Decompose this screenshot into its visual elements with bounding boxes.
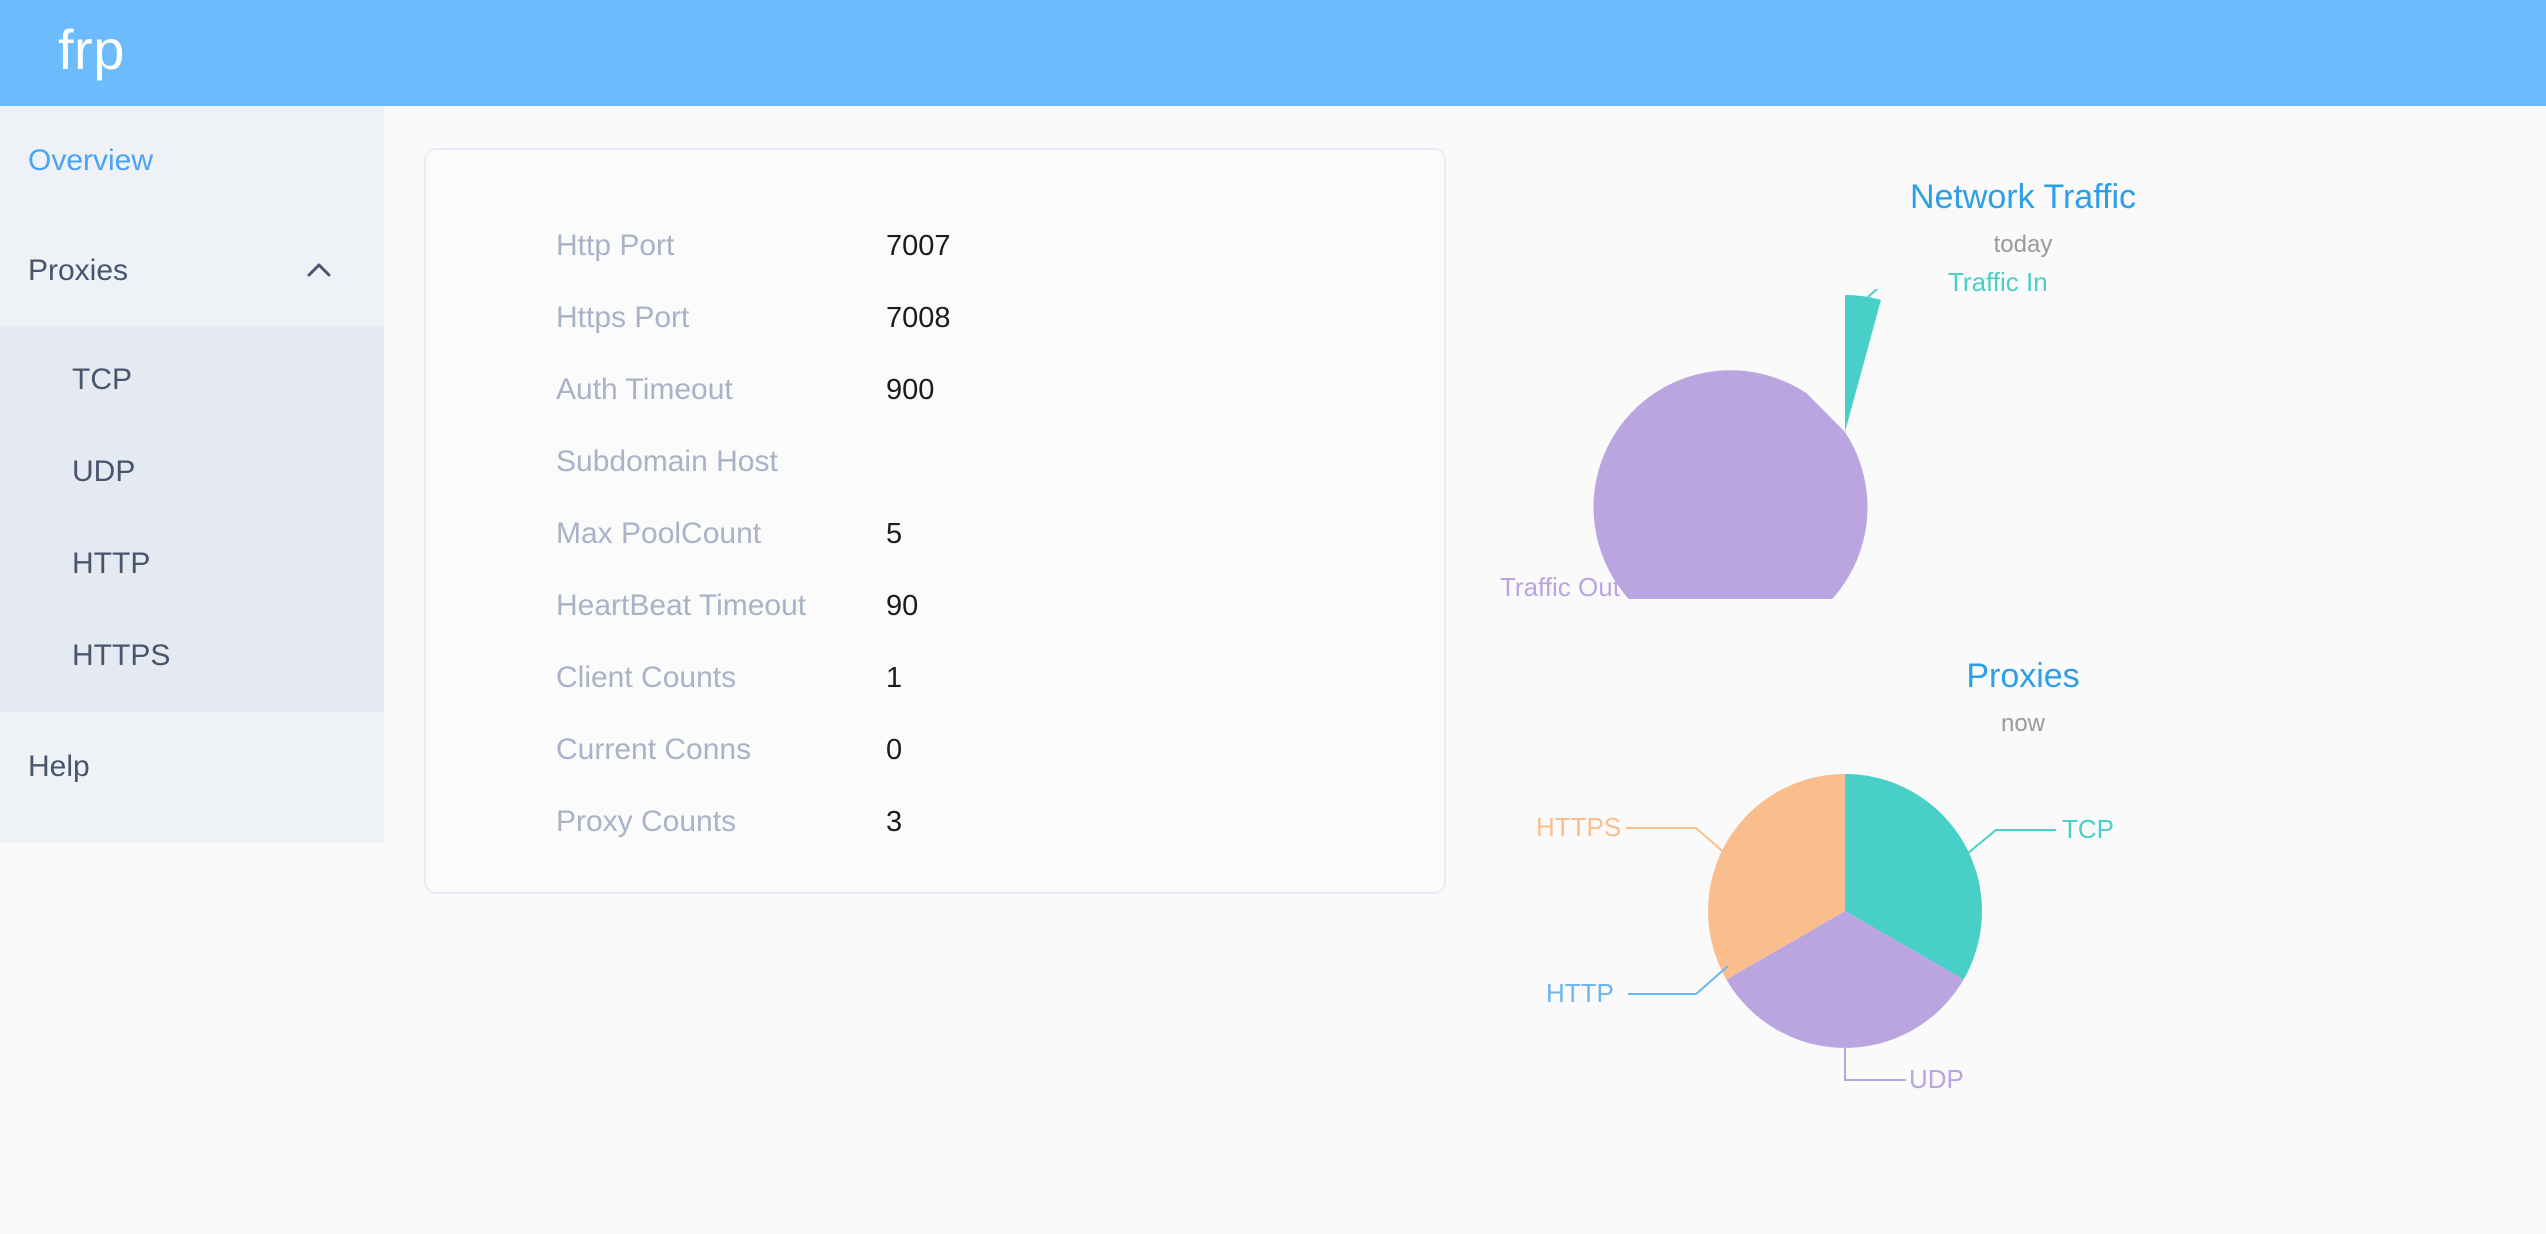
pie-leader-traffic-out (1702, 553, 1801, 587)
sidebar-item-tcp-label: TCP (72, 363, 132, 396)
table-row: HeartBeat Timeout 90 (556, 570, 1416, 642)
pie-label-udp: UDP (1909, 1064, 1964, 1094)
row-value: 900 (886, 373, 935, 406)
pie-leader-traffic-in (1867, 289, 1879, 298)
row-value: 7007 (886, 229, 951, 262)
row-value: 0 (886, 733, 903, 766)
pie-label-tcp: TCP (2062, 814, 2114, 844)
charts-panel: Network Traffic today Traffic In Traffic… (1500, 106, 2546, 1234)
table-row: Proxy Counts 3 (556, 786, 1416, 858)
row-label: Http Port (556, 229, 675, 262)
table-row: Current Conns 0 (556, 714, 1416, 786)
row-label: Auth Timeout (556, 373, 733, 406)
app-brand-title: frp (58, 18, 125, 81)
pie-slice-udp (1726, 911, 1964, 1048)
table-row: Subdomain Host (556, 426, 1416, 498)
row-value: 5 (886, 517, 903, 550)
row-label: Proxy Counts (556, 805, 737, 838)
pie-label-http: HTTP (1546, 978, 1614, 1008)
row-label: Max PoolCount (556, 517, 762, 550)
chart-title: Network Traffic (1909, 178, 2137, 216)
app-header: frp (0, 0, 2546, 106)
pie-leader-tcp (1961, 829, 2056, 859)
sidebar-item-http-label: HTTP (72, 547, 151, 580)
chart-subtitle: today (1993, 231, 2053, 258)
server-info-card: Http Port 7007 Https Port 7008 Auth Time… (424, 148, 1446, 894)
sidebar-item-udp[interactable]: UDP (0, 426, 384, 518)
row-label: HeartBeat Timeout (556, 589, 807, 622)
pie-leader-https (1626, 827, 1729, 857)
row-value: 90 (886, 589, 919, 622)
proxies-chart: Proxies now (1500, 599, 2546, 1098)
sidebar-item-https-label: HTTPS (72, 639, 171, 672)
table-row: Client Counts 1 (556, 642, 1416, 714)
sidebar-item-overview[interactable]: Overview (0, 106, 384, 216)
row-value: 1 (886, 661, 903, 694)
row-value: 3 (886, 805, 903, 838)
sidebar-item-overview-label: Overview (28, 144, 154, 177)
pie-slice-traffic-in (1845, 295, 1881, 432)
row-label: Subdomain Host (556, 445, 778, 478)
network-traffic-pie: Traffic In Traffic Out (1500, 267, 2546, 602)
table-row: Auth Timeout 900 (556, 354, 1416, 426)
pie-slice-tcp (1845, 774, 1982, 980)
sidebar-item-http[interactable]: HTTP (0, 518, 384, 610)
row-label: Current Conns (556, 733, 752, 766)
pie-leader-udp (1844, 1048, 1906, 1081)
sidebar-item-udp-label: UDP (72, 455, 136, 488)
pie-label-traffic-in: Traffic In (1948, 267, 2048, 297)
table-row: Http Port 7007 (556, 210, 1416, 282)
chevron-up-icon (302, 254, 336, 288)
network-traffic-chart: Network Traffic today Traffic In Traffic… (1500, 106, 2546, 602)
sidebar-item-help[interactable]: Help (0, 712, 384, 822)
row-label: Https Port (556, 301, 690, 334)
sidebar-item-tcp[interactable]: TCP (0, 334, 384, 426)
sidebar-item-help-label: Help (28, 750, 90, 783)
pie-slice-https (1708, 774, 1845, 980)
proxies-pie: TCP UDP HTTP HTTPS (1500, 768, 2546, 1098)
pie-label-traffic-out: Traffic Out (1500, 572, 1620, 602)
pie-label-https: HTTPS (1536, 812, 1622, 842)
table-row: Https Port 7008 (556, 282, 1416, 354)
sidebar-submenu-proxies: TCP UDP HTTP HTTPS (0, 326, 384, 712)
pie-leader-http (1628, 965, 1729, 995)
sidebar-item-proxies[interactable]: Proxies (0, 216, 384, 326)
pie-slice-traffic-out (1593, 370, 1868, 599)
chart-subtitle: now (2000, 710, 2046, 737)
sidebar-item-proxies-label: Proxies (28, 254, 129, 287)
row-label: Client Counts (556, 661, 737, 694)
sidebar-item-https[interactable]: HTTPS (0, 610, 384, 702)
table-row: Max PoolCount 5 (556, 498, 1416, 570)
server-info-table: Http Port 7007 Https Port 7008 Auth Time… (556, 210, 1416, 858)
row-value: 7008 (886, 301, 951, 334)
sidebar-nav: Overview Proxies TCP UDP HTTP HTTPS (0, 106, 384, 843)
chart-title: Proxies (1966, 657, 2080, 695)
